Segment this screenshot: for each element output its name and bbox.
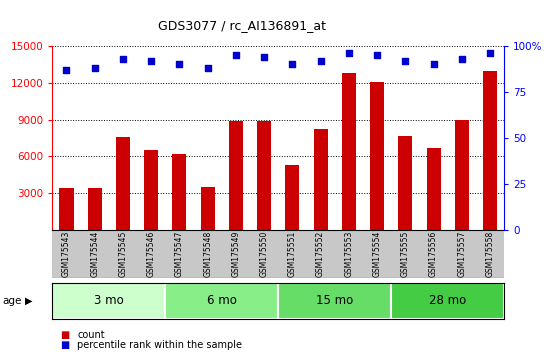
- Bar: [172, 154, 186, 230]
- Bar: [144, 150, 158, 230]
- Bar: [455, 120, 469, 230]
- Bar: [201, 187, 215, 230]
- Text: 15 mo: 15 mo: [316, 295, 353, 307]
- Point: [147, 58, 155, 64]
- Text: GSM175556: GSM175556: [429, 231, 438, 278]
- Bar: [483, 70, 497, 230]
- Bar: [370, 82, 384, 230]
- Text: ▶: ▶: [25, 296, 33, 306]
- Bar: [88, 188, 102, 230]
- Text: GSM175547: GSM175547: [175, 231, 184, 278]
- Point: [62, 67, 71, 73]
- Bar: [278, 283, 391, 319]
- Text: count: count: [77, 330, 105, 339]
- Text: GSM175551: GSM175551: [288, 231, 297, 277]
- Text: GDS3077 / rc_AI136891_at: GDS3077 / rc_AI136891_at: [159, 19, 326, 33]
- Text: percentile rank within the sample: percentile rank within the sample: [77, 340, 242, 350]
- Bar: [285, 165, 299, 230]
- Point: [457, 56, 466, 62]
- Text: GSM175554: GSM175554: [372, 231, 382, 278]
- Text: GSM175549: GSM175549: [231, 231, 240, 278]
- Text: GSM175557: GSM175557: [457, 231, 466, 278]
- Point: [485, 51, 494, 56]
- Text: GSM175543: GSM175543: [62, 231, 71, 278]
- Point: [344, 51, 353, 56]
- Bar: [314, 130, 328, 230]
- Bar: [116, 137, 130, 230]
- Text: ■: ■: [61, 330, 70, 339]
- Bar: [342, 73, 356, 230]
- Point: [231, 52, 240, 58]
- Point: [260, 54, 268, 60]
- Text: GSM175544: GSM175544: [90, 231, 99, 278]
- Point: [175, 62, 184, 67]
- Bar: [229, 121, 243, 230]
- Text: GSM175558: GSM175558: [485, 231, 495, 277]
- Bar: [391, 283, 504, 319]
- Bar: [60, 188, 73, 230]
- Text: age: age: [3, 296, 22, 306]
- Text: GSM175555: GSM175555: [401, 231, 410, 278]
- Text: 6 mo: 6 mo: [207, 295, 237, 307]
- Point: [372, 52, 381, 58]
- Point: [429, 62, 438, 67]
- Point: [118, 56, 127, 62]
- Text: GSM175552: GSM175552: [316, 231, 325, 277]
- Text: 3 mo: 3 mo: [94, 295, 123, 307]
- Bar: [257, 121, 271, 230]
- Bar: [165, 283, 278, 319]
- Text: GSM175545: GSM175545: [118, 231, 127, 278]
- Point: [90, 65, 99, 71]
- Text: GSM175548: GSM175548: [203, 231, 212, 277]
- Text: GSM175550: GSM175550: [260, 231, 269, 278]
- Bar: [398, 136, 412, 230]
- Point: [401, 58, 410, 64]
- Bar: [426, 148, 441, 230]
- Text: 28 mo: 28 mo: [429, 295, 466, 307]
- Bar: [52, 283, 165, 319]
- Point: [288, 62, 297, 67]
- Text: GSM175546: GSM175546: [147, 231, 156, 278]
- Text: ■: ■: [61, 340, 70, 350]
- Point: [316, 58, 325, 64]
- Text: GSM175553: GSM175553: [344, 231, 353, 278]
- Point: [203, 65, 212, 71]
